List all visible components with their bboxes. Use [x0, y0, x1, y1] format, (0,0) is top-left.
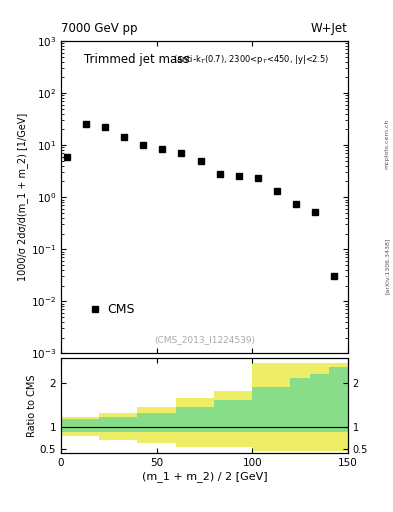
Bar — [252, 363, 290, 452]
Text: CMS: CMS — [107, 303, 134, 316]
Bar — [290, 378, 310, 432]
Bar — [214, 392, 252, 446]
Text: (CMS_2013_I1224539): (CMS_2013_I1224539) — [154, 335, 255, 344]
Bar — [176, 407, 214, 432]
Bar — [214, 400, 252, 432]
Bar — [310, 374, 329, 432]
Text: [arXiv:1306.3438]: [arXiv:1306.3438] — [385, 238, 389, 294]
Bar — [176, 398, 214, 446]
Bar — [138, 407, 176, 443]
Bar — [252, 387, 290, 432]
Text: Trimmed jet mass: Trimmed jet mass — [84, 53, 189, 67]
Bar — [310, 363, 329, 452]
X-axis label: (m_1 + m_2) / 2 [GeV]: (m_1 + m_2) / 2 [GeV] — [141, 471, 267, 482]
Text: (anti-k$_T$(0.7), 2300<p$_T$<450, |y|<2.5): (anti-k$_T$(0.7), 2300<p$_T$<450, |y|<2.… — [173, 53, 329, 67]
Bar — [290, 363, 310, 452]
Bar — [138, 414, 176, 432]
Y-axis label: 1000/σ 2dσ/d(m_1 + m_2) [1/GeV]: 1000/σ 2dσ/d(m_1 + m_2) [1/GeV] — [17, 113, 28, 281]
Bar — [80, 417, 99, 436]
Text: W+Jet: W+Jet — [311, 22, 348, 35]
Text: mcplots.cern.ch: mcplots.cern.ch — [385, 118, 389, 168]
Bar — [80, 419, 99, 432]
Bar — [329, 367, 348, 432]
Bar — [329, 363, 348, 452]
Bar — [99, 417, 138, 432]
Bar — [61, 417, 80, 436]
Bar — [61, 419, 80, 432]
Bar — [99, 414, 138, 440]
Y-axis label: Ratio to CMS: Ratio to CMS — [27, 374, 37, 437]
Text: 7000 GeV pp: 7000 GeV pp — [61, 22, 138, 35]
